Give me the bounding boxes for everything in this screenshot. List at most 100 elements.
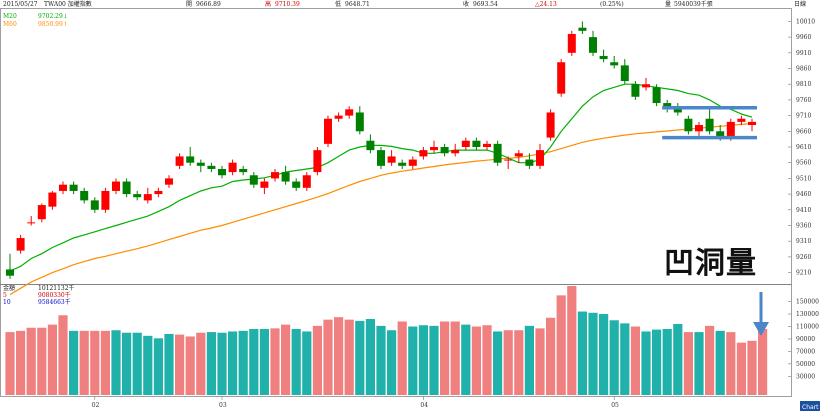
candle-body [695, 125, 703, 132]
candle-body [366, 140, 375, 151]
header-period: 日線 [794, 0, 806, 8]
candle-body [493, 143, 502, 163]
x-axis: 02 03 04 05 [92, 396, 619, 409]
month-tick-label: 02 [92, 402, 100, 409]
volume-bar [524, 325, 534, 395]
header-high-label: 高 [265, 0, 271, 8]
candle-body [313, 150, 322, 173]
volume-bar [270, 328, 280, 395]
volume-bar [122, 332, 132, 395]
volume-bar [281, 324, 291, 395]
candle-body [419, 150, 428, 157]
volume-bar [387, 330, 397, 395]
volume-bar [302, 331, 312, 395]
candle-body [324, 118, 332, 144]
price-tick-label: 10010 [796, 18, 815, 25]
price-tick-label: 9460 [796, 191, 811, 198]
volume-bar [641, 331, 651, 395]
candle-body [122, 181, 131, 195]
candle-body [69, 184, 78, 191]
month-tick-label: 05 [611, 402, 619, 409]
volume-bar [694, 332, 704, 395]
volume-bar [334, 317, 344, 395]
volume-bar [588, 312, 598, 395]
volume-bar [450, 321, 460, 395]
header-close: 9693.54 [473, 1, 498, 8]
volume-bar [206, 332, 216, 395]
volume-bar [376, 325, 386, 395]
volume-bars [5, 286, 768, 395]
candle-body [408, 159, 417, 166]
volume-bar [228, 331, 238, 395]
vol-legend-10-name: 10 [3, 299, 11, 306]
volume-bar [249, 328, 259, 395]
candle-body [154, 190, 163, 195]
volume-bar [662, 328, 672, 395]
header-high: 9710.39 [275, 1, 300, 8]
annotation-text: 凹洞量 [664, 246, 757, 281]
ma60-legend-name: M60 [3, 21, 17, 28]
volume-bar [344, 319, 354, 395]
volume-bar [408, 326, 418, 395]
volume-tick-label: 70000 [796, 348, 815, 355]
candle-body [196, 162, 205, 166]
candle-body [684, 118, 693, 132]
volume-panel-frame [0, 284, 792, 397]
month-tick-label: 03 [219, 402, 227, 409]
price-tick-label: 9860 [796, 66, 811, 73]
volume-bar [535, 328, 545, 395]
volume-bar [365, 319, 375, 395]
candle-body [536, 150, 544, 166]
candle-body [207, 165, 216, 169]
volume-bar [620, 323, 630, 395]
candle-body [620, 65, 629, 82]
candle-body [186, 156, 195, 163]
price-tick-label: 9660 [796, 128, 811, 135]
volume-bar [217, 332, 227, 395]
volume-tick-label: 50000 [796, 361, 815, 368]
volume-bar [26, 327, 36, 395]
candle-body [430, 147, 438, 151]
price-tick-label: 9360 [796, 222, 811, 229]
moving-average-lines [9, 83, 753, 296]
volume-bar [418, 325, 428, 395]
candle-body [716, 131, 725, 138]
header-symbol: TWA00 加權指數 [44, 0, 92, 8]
volume-bar [164, 333, 174, 395]
volume-bar [79, 330, 89, 395]
footer-tag: Chart [802, 404, 819, 411]
ma60-line [9, 122, 753, 296]
candle-body [6, 269, 14, 276]
volume-bar [482, 325, 492, 395]
candle-body [631, 84, 640, 97]
candle-body [599, 55, 608, 60]
candle-body [90, 200, 99, 210]
candle-body [652, 87, 661, 104]
price-tick-label: 9710 [796, 113, 811, 120]
volume-bar [726, 332, 736, 395]
header-open: 9666.89 [196, 1, 221, 8]
candle-body [165, 178, 173, 185]
volume-bar [567, 286, 577, 395]
vol-legend-5-value: 9080330千 [38, 291, 71, 299]
candle-body [610, 62, 619, 66]
ma20-legend-value: 9702.29↓ [38, 13, 68, 20]
candle-body [461, 140, 470, 147]
volume-bar [514, 330, 524, 395]
candle-body [59, 184, 67, 191]
price-tick-label: 9260 [796, 254, 811, 261]
candle-body [48, 192, 57, 207]
volume-bar [630, 326, 640, 395]
volume-bar [185, 336, 195, 395]
candle-body [175, 156, 184, 166]
candle-body [101, 190, 110, 210]
volume-bar [196, 332, 206, 395]
candle-body [387, 156, 396, 163]
volume-bar [111, 330, 121, 395]
candle-body [334, 115, 343, 119]
header-low: 9648.71 [345, 1, 370, 8]
volume-bar [599, 314, 609, 395]
volume-bar [69, 330, 79, 395]
header-date: 2015/05/27 [3, 1, 38, 8]
